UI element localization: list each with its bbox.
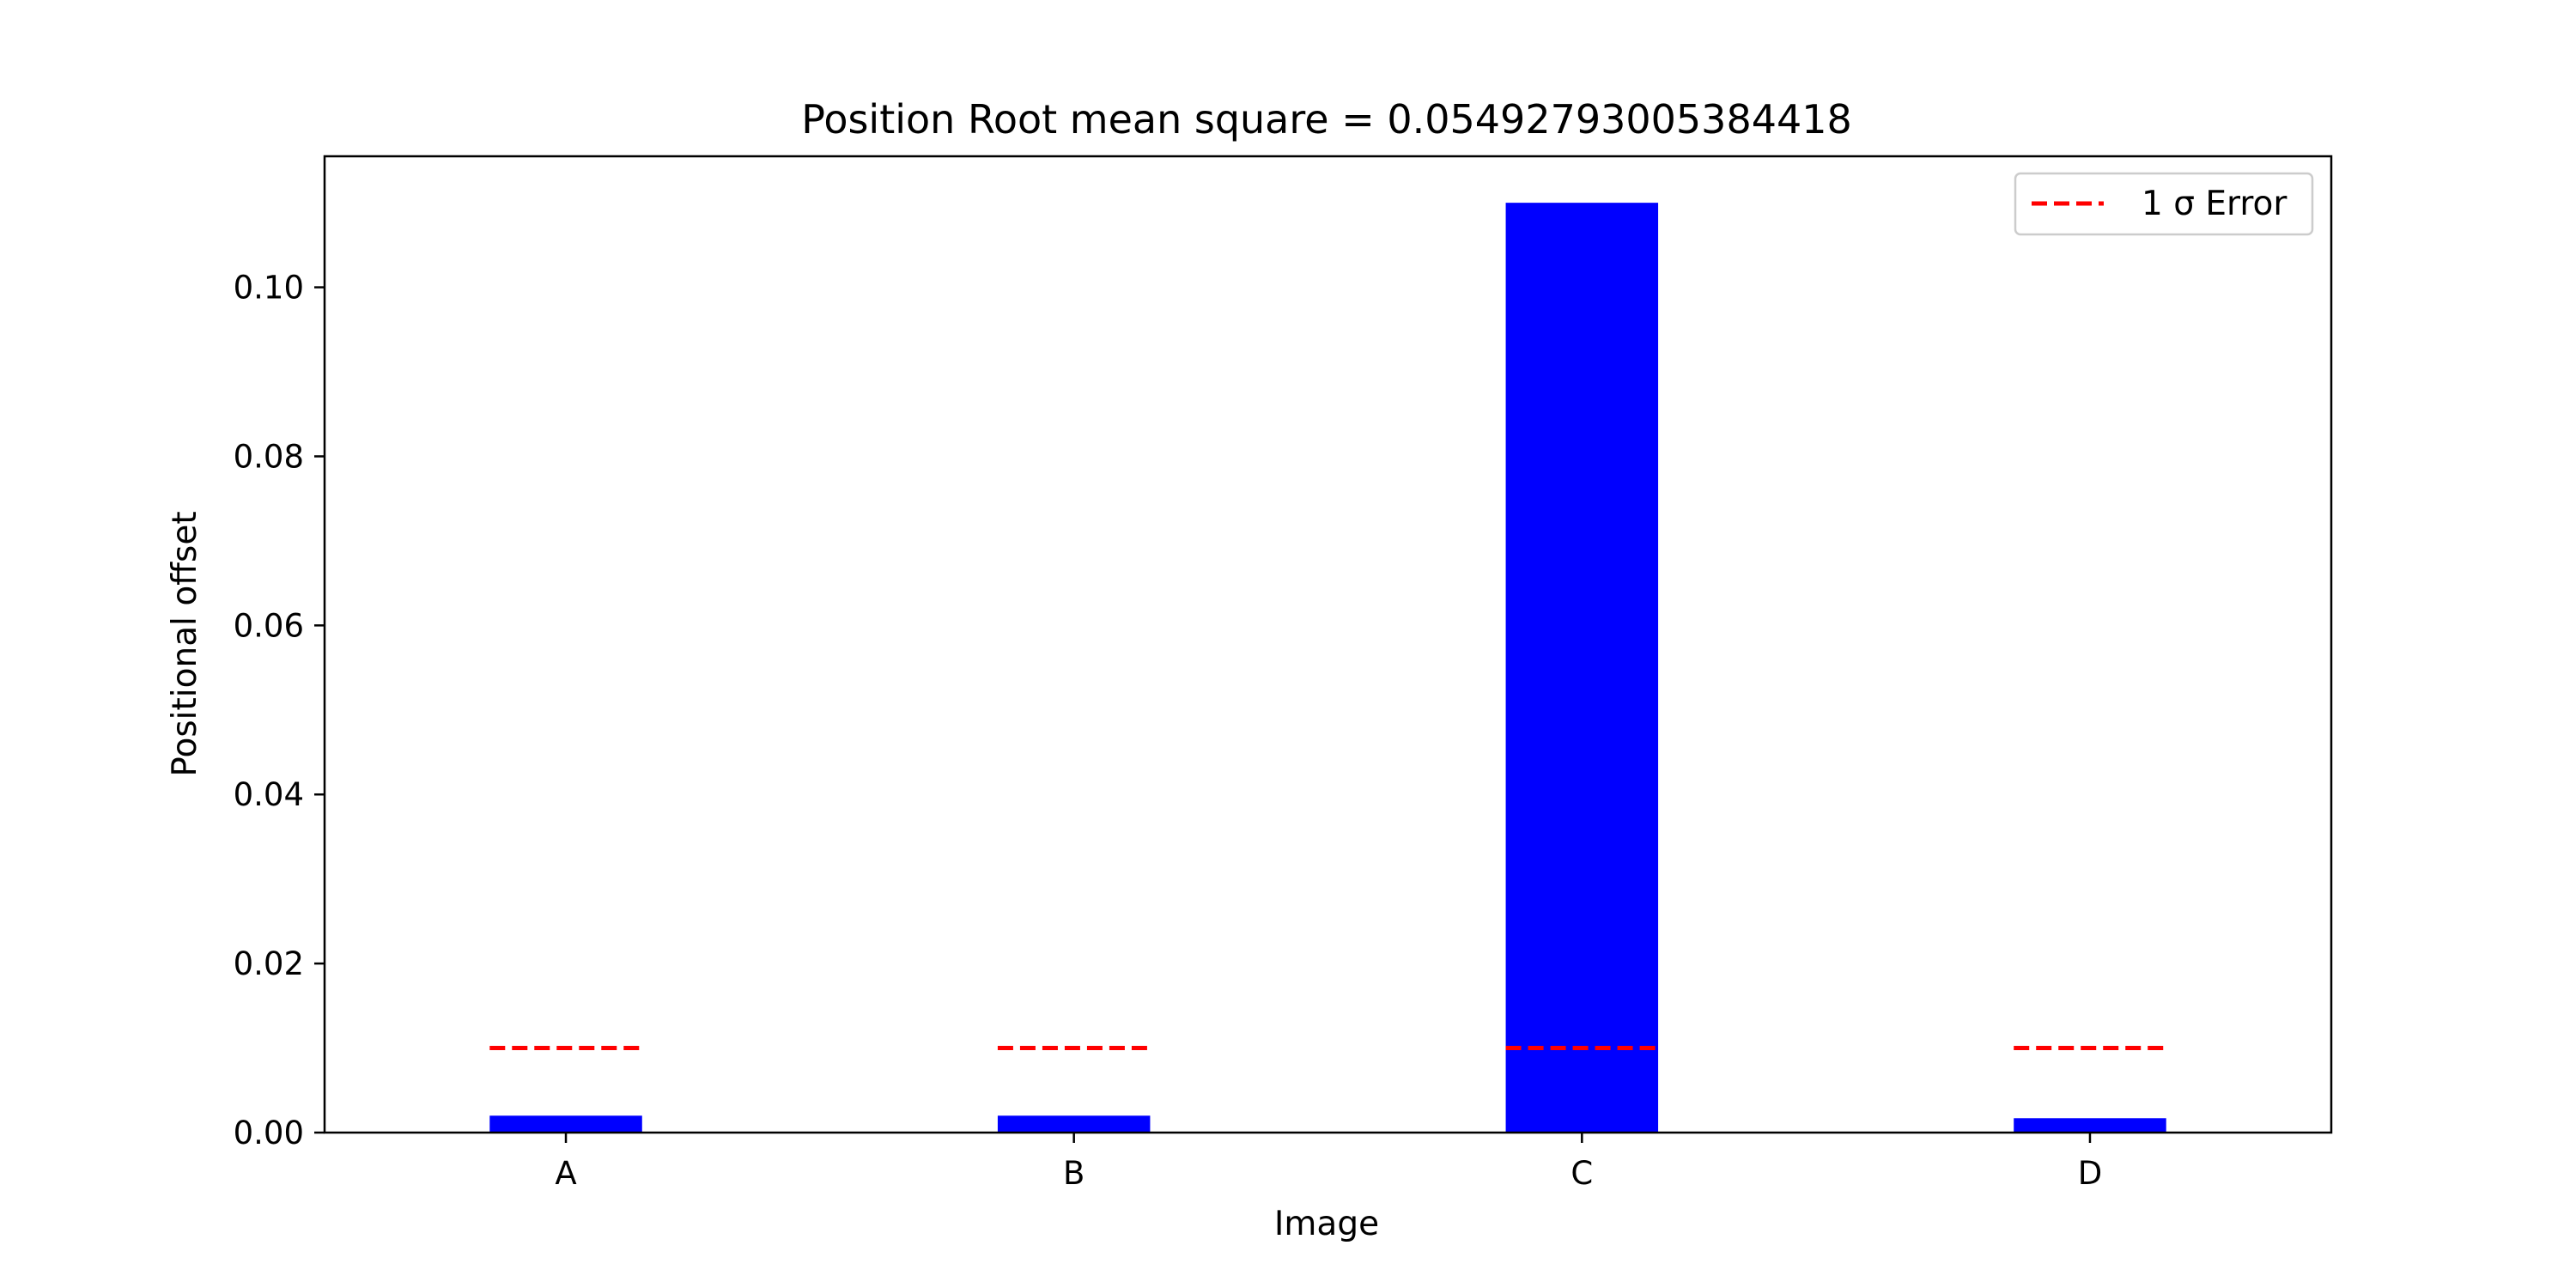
y-tick-label: 0.06 xyxy=(234,607,304,644)
bar-c xyxy=(1505,203,1659,1133)
x-axis-label: Image xyxy=(1274,1205,1379,1243)
bar-a xyxy=(489,1115,642,1133)
x-tick-label-c: C xyxy=(1571,1155,1593,1192)
x-tick-label-a: A xyxy=(555,1155,576,1192)
y-tick-label: 0.10 xyxy=(234,270,304,307)
bar-b xyxy=(997,1115,1151,1133)
y-tick-label: 0.08 xyxy=(234,438,304,475)
bars xyxy=(489,203,2166,1133)
chart-title: Position Root mean square = 0.0549279300… xyxy=(801,96,1852,143)
legend-box xyxy=(2014,172,2314,236)
y-tick-label: 0.00 xyxy=(234,1115,304,1151)
x-tick-label-b: B xyxy=(1063,1155,1084,1192)
y-axis: 0.00 0.02 0.04 0.06 0.08 0.10 xyxy=(234,270,325,1151)
legend: 1 σ Error xyxy=(2014,172,2314,236)
y-axis-label: Positional offset xyxy=(166,511,204,776)
y-tick-label: 0.04 xyxy=(234,776,304,813)
x-axis: A B C D xyxy=(555,1133,2102,1192)
y-tick-label: 0.02 xyxy=(234,945,304,982)
legend-label-1-sigma-error: 1 σ Error xyxy=(2142,185,2287,223)
plot-frame xyxy=(323,155,2333,1134)
x-tick-label-d: D xyxy=(2078,1155,2103,1192)
bar-d xyxy=(2014,1118,2166,1133)
